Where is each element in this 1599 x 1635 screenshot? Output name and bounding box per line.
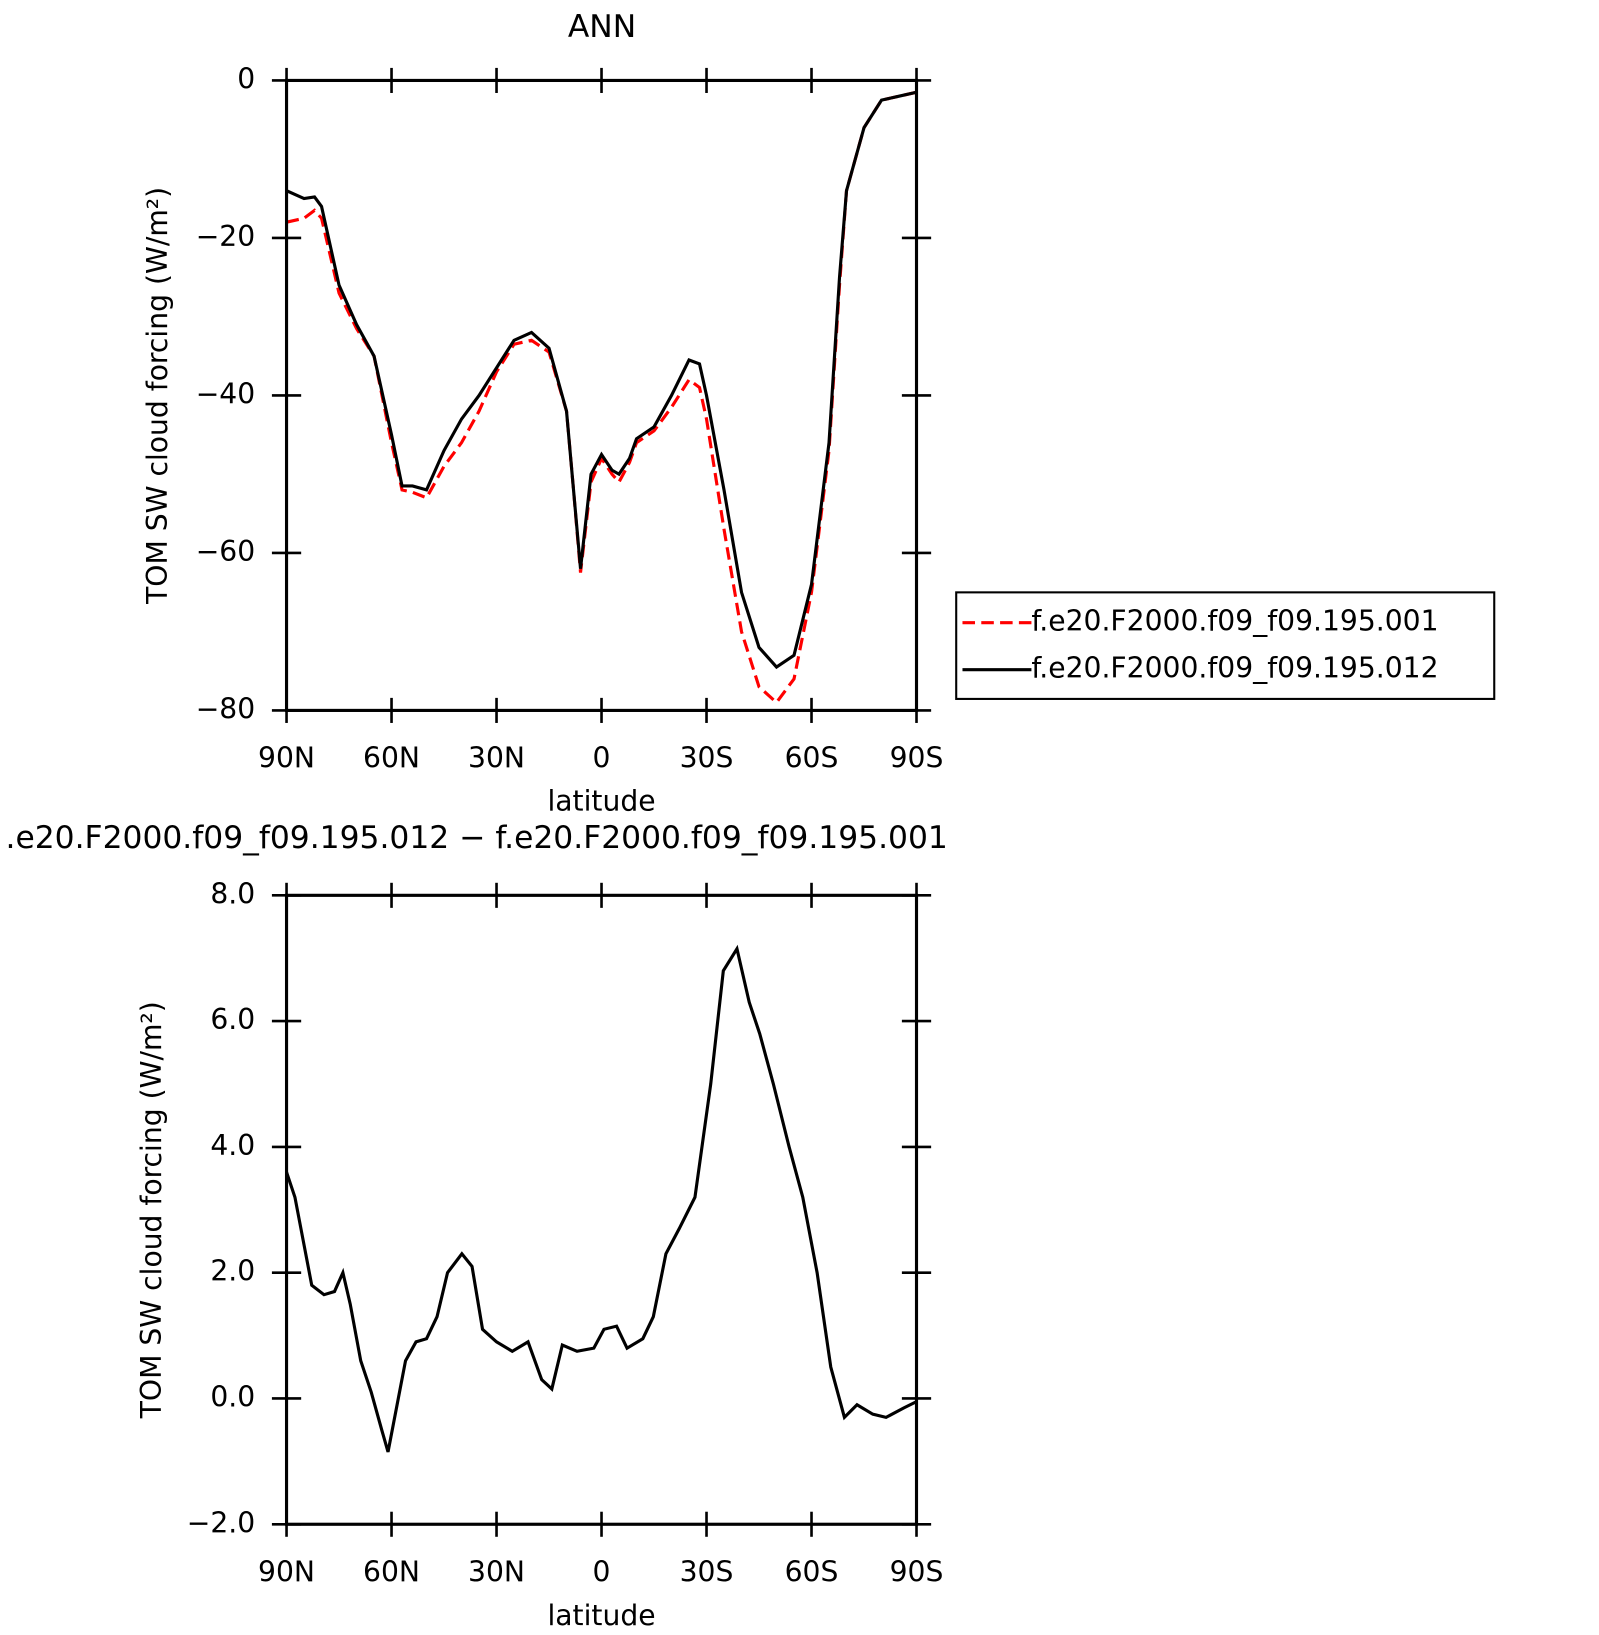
x-tick-label: 0 <box>593 1555 611 1588</box>
x-tick-label: 60S <box>785 742 839 775</box>
data-line <box>285 90 917 670</box>
y-tick-label: 8.0 <box>210 877 255 910</box>
x-axis-label: latitude <box>547 784 655 817</box>
x-tick-label: 60S <box>785 1555 839 1588</box>
legend-label: f.e20.F2000.f09_f09.195.012 <box>1031 652 1438 685</box>
legend-label: f.e20.F2000.f09_f09.195.001 <box>1031 605 1438 638</box>
chart-title: .e20.F2000.f09_f09.195.012 − f.e20.F2000… <box>6 820 948 856</box>
y-axis-label: TOM SW cloud forcing (W/m²) <box>135 1001 168 1419</box>
y-axis-label: TOM SW cloud forcing (W/m²) <box>141 187 174 605</box>
y-tick-label: 0.0 <box>210 1380 255 1413</box>
y-tick-label: 6.0 <box>210 1003 255 1036</box>
x-axis-label: latitude <box>547 1599 655 1632</box>
y-tick-label: −20 <box>196 220 256 253</box>
x-tick-label: 90N <box>258 1555 315 1588</box>
x-tick-label: 90S <box>890 742 944 775</box>
y-tick-label: −40 <box>196 377 256 410</box>
x-tick-label: 30N <box>468 1555 525 1588</box>
x-tick-label: 30N <box>468 742 525 775</box>
legend-box <box>955 591 1496 700</box>
x-tick-label: 60N <box>363 1555 420 1588</box>
x-tick-label: 30S <box>680 1555 734 1588</box>
data-line <box>286 90 917 705</box>
y-tick-label: 4.0 <box>210 1129 255 1162</box>
x-tick-label: 30S <box>680 742 734 775</box>
x-tick-label: 60N <box>363 742 420 775</box>
data-line <box>285 944 918 1453</box>
y-tick-label: −60 <box>196 535 256 568</box>
y-tick-label: 0 <box>237 62 255 95</box>
y-tick-label: 2.0 <box>210 1255 255 1288</box>
chart-title: ANN <box>568 9 636 45</box>
x-tick-label: 0 <box>593 742 611 775</box>
x-tick-label: 90S <box>890 1555 944 1588</box>
x-tick-label: 90N <box>258 742 315 775</box>
plot-frame <box>284 893 919 1526</box>
y-tick-label: −80 <box>196 692 256 725</box>
plot-frame <box>284 78 919 712</box>
y-tick-label: −2.0 <box>187 1506 255 1539</box>
